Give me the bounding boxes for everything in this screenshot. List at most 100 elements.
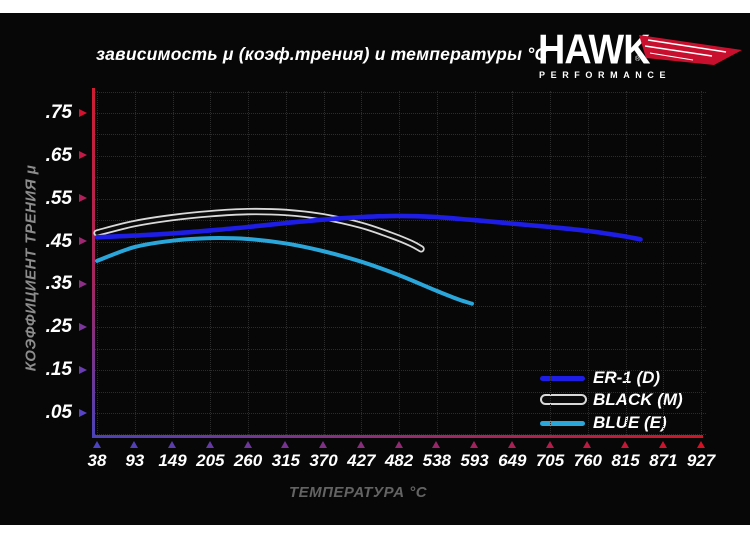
x-tick-label: 871 [649, 451, 678, 470]
gridline-horizontal [94, 370, 706, 372]
x-tick-arrow-icon [470, 441, 478, 448]
x-tick-label: 315 [271, 451, 300, 470]
gridline-horizontal [94, 177, 706, 179]
x-tick-arrow-icon [432, 441, 441, 448]
gridline-horizontal [94, 284, 706, 286]
gridline-vertical [361, 91, 363, 435]
hawk-wing-icon [639, 35, 742, 65]
y-tick-arrow-icon [79, 237, 87, 246]
gridline-horizontal [94, 113, 706, 114]
chart-panel: зависимость μ (коэф.трения) и температур… [0, 13, 750, 525]
x-tick-label: 927 [686, 451, 716, 470]
gridline-vertical [587, 91, 589, 435]
x-tick-label: 815 [611, 451, 640, 470]
x-tick-arrow-icon [205, 441, 214, 448]
gridline-vertical [248, 91, 249, 435]
gridline-vertical [436, 91, 438, 435]
er1-line-swatch [540, 376, 585, 381]
gridline-vertical [550, 91, 551, 435]
x-tick-label: 760 [573, 451, 602, 470]
x-tick-label: 205 [196, 451, 225, 470]
x-tick-arrow-icon [507, 441, 516, 448]
blue-line-swatch [540, 421, 585, 426]
x-tick-label: 705 [535, 451, 565, 470]
y-axis-line [92, 88, 95, 437]
y-tick-arrow-icon [79, 108, 87, 117]
y-tick-label: .25 [45, 316, 72, 338]
x-tick-arrow-icon [394, 441, 403, 448]
registered-mark: ® [635, 56, 641, 63]
gridline-horizontal [94, 413, 706, 414]
gridline-vertical [323, 91, 325, 435]
gridline-horizontal [94, 241, 706, 243]
y-tick-label: .05 [45, 402, 72, 423]
x-tick-arrow-icon [92, 441, 101, 448]
x-tick-arrow-icon [130, 441, 139, 448]
y-tick-label: .45 [45, 230, 72, 252]
y-tick-arrow-icon [79, 365, 87, 374]
gridline-horizontal [94, 263, 706, 264]
gridline-vertical [399, 91, 400, 435]
legend-label-black: BLACK (M) [593, 390, 683, 409]
x-tick-arrow-icon [583, 441, 592, 448]
x-tick-arrow-icon [621, 441, 629, 448]
gridline-vertical [701, 91, 702, 435]
y-tick-arrow-icon [79, 408, 87, 417]
x-tick-arrow-icon [281, 441, 290, 448]
x-tick-arrow-icon [545, 441, 554, 448]
gridline-horizontal [94, 134, 706, 136]
x-axis-title: ТЕМПЕРАТУРА °C [288, 484, 428, 501]
gridline-vertical [625, 91, 627, 435]
x-tick-arrow-icon [168, 441, 176, 448]
y-tick-label: .75 [45, 102, 72, 123]
gridline-horizontal [94, 91, 706, 93]
gridline-vertical [210, 91, 212, 435]
gridline-horizontal [94, 220, 706, 222]
y-tick-arrow-icon [79, 322, 87, 331]
x-tick-arrow-icon [696, 441, 705, 448]
y-tick-label: .35 [45, 273, 72, 295]
y-tick-label: .65 [45, 144, 72, 166]
gridline-vertical [172, 91, 174, 435]
x-tick-label: 593 [460, 451, 489, 470]
y-tick-arrow-icon [79, 279, 87, 288]
gridline-vertical [285, 91, 287, 435]
gridline-horizontal [94, 327, 706, 329]
y-tick-arrow-icon [79, 194, 87, 203]
hawk-wordmark: HAWK [538, 26, 650, 73]
y-tick-label: .55 [45, 187, 72, 209]
x-tick-label: 38 [87, 451, 107, 470]
gridline-horizontal [94, 305, 706, 307]
gridline-horizontal [94, 155, 706, 157]
legend-label-blue: BLUE (E) [593, 413, 667, 432]
hawk-logo: HAWK ® PERFORMANCE [538, 26, 748, 84]
gridline-vertical [97, 91, 98, 435]
gridline-horizontal [94, 198, 706, 200]
chart-title: зависимость μ (коэф.трения) и температур… [96, 44, 548, 64]
black-line-swatch [540, 394, 587, 405]
x-tick-label: 482 [384, 451, 414, 470]
gridline-vertical [134, 91, 136, 435]
x-tick-label: 649 [498, 451, 527, 470]
legend-label-er1: ER-1 (D) [593, 368, 661, 387]
x-tick-label: 149 [158, 451, 187, 470]
gridline-vertical [474, 91, 476, 435]
x-axis-line [92, 435, 703, 438]
gridline-horizontal [94, 391, 706, 393]
gridline-vertical [512, 91, 514, 435]
y-tick-arrow-icon [79, 151, 87, 160]
gridline-vertical [663, 91, 665, 435]
x-tick-arrow-icon [319, 441, 327, 448]
gridline-horizontal [94, 348, 706, 350]
x-tick-arrow-icon [356, 441, 365, 448]
x-tick-label: 370 [309, 451, 338, 470]
performance-label: PERFORMANCE [539, 70, 672, 80]
x-tick-label: 538 [422, 451, 451, 470]
x-tick-label: 260 [233, 451, 263, 470]
x-tick-arrow-icon [658, 441, 667, 448]
gridline-horizontal [94, 434, 706, 436]
x-tick-arrow-icon [243, 441, 252, 448]
y-tick-label: .15 [45, 359, 72, 381]
x-tick-label: 93 [125, 451, 145, 470]
